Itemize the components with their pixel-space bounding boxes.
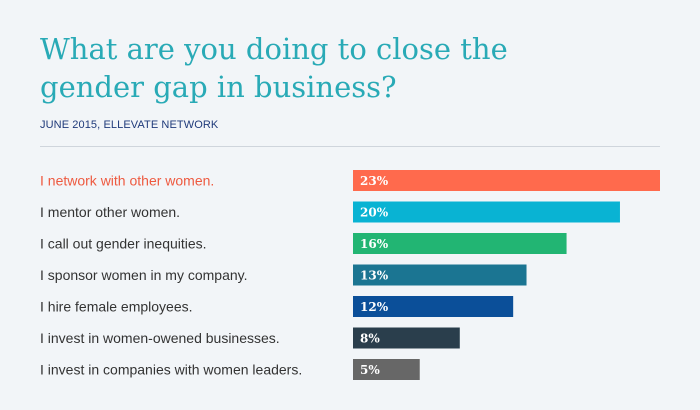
value-label: 20% xyxy=(360,206,389,220)
bar xyxy=(353,233,567,254)
category-label: I mentor other women. xyxy=(40,204,180,220)
category-label: I hire female employees. xyxy=(40,299,193,315)
chart-subtitle: JUNE 2015, ELLEVATE NETWORK xyxy=(40,119,219,131)
value-label: 13% xyxy=(360,269,389,283)
category-label: I network with other women. xyxy=(40,173,214,189)
chart-title-line-1: What are you doing to close the xyxy=(40,32,508,66)
chart-title-line-2: gender gap in business? xyxy=(40,70,397,104)
divider xyxy=(40,146,660,147)
category-label: I invest in companies with women leaders… xyxy=(40,362,302,378)
bar xyxy=(353,264,527,286)
value-label: 12% xyxy=(360,300,389,314)
category-label: I invest in women-owened businesses. xyxy=(40,330,280,346)
bar xyxy=(353,359,420,380)
bar xyxy=(353,170,660,191)
value-label: 16% xyxy=(360,237,389,251)
value-label: 8% xyxy=(360,332,380,346)
category-label: I sponsor women in my company. xyxy=(40,267,248,283)
category-label: I call out gender inequities. xyxy=(40,236,207,252)
value-label: 5% xyxy=(360,363,380,377)
bar xyxy=(353,201,620,223)
value-label: 23% xyxy=(360,174,389,188)
bar xyxy=(353,296,514,317)
chart-title: What are you doing to close the gender g… xyxy=(40,30,600,106)
bar xyxy=(353,327,460,349)
